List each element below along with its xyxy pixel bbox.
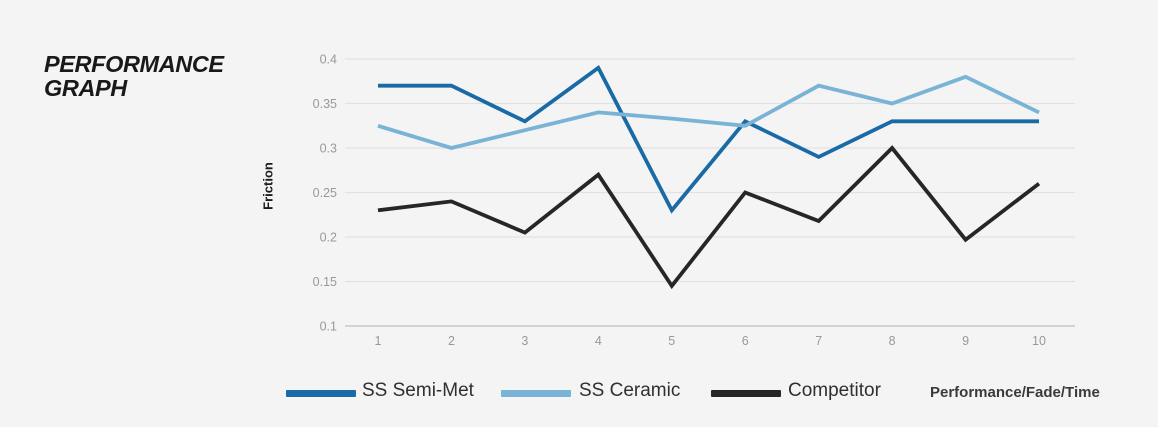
series-line-competitor [377,145,1041,290]
x-tick-label: 7 [815,334,822,348]
axis-caption: Performance/Fade/Time [930,384,1100,401]
legend-label-competitor: Competitor [788,380,881,401]
x-tick-label: 3 [521,334,528,348]
series-line-ss-semi-met [378,65,1039,214]
x-tick-label: 4 [595,334,602,348]
y-tick-label: 0.35 [313,97,337,111]
page-title: PERFORMANCE GRAPH [44,51,224,101]
x-tick-label: 2 [448,334,455,348]
x-tick-label: 6 [742,334,749,348]
legend-swatch-ss-ceramic [501,390,571,397]
legend-label-ss-ceramic: SS Ceramic [579,380,681,401]
series-line-ss-ceramic [377,74,1040,150]
legend-swatch-competitor [711,390,781,397]
legend-swatch-ss-semi-met [286,390,356,397]
y-tick-label: 0.15 [313,275,337,289]
x-tick-label: 5 [668,334,675,348]
y-tick-label: 0.4 [320,53,337,67]
x-tick-label: 1 [375,334,382,348]
y-tick-label: 0.1 [320,320,337,334]
y-tick-label: 0.25 [313,186,337,200]
x-tick-label: 10 [1032,334,1046,348]
x-tick-label: 8 [889,334,896,348]
legend-label-ss-semi-met: SS Semi-Met [362,380,474,401]
y-tick-label: 0.2 [320,231,337,245]
x-tick-label: 9 [962,334,969,348]
y-tick-label: 0.3 [320,142,337,156]
